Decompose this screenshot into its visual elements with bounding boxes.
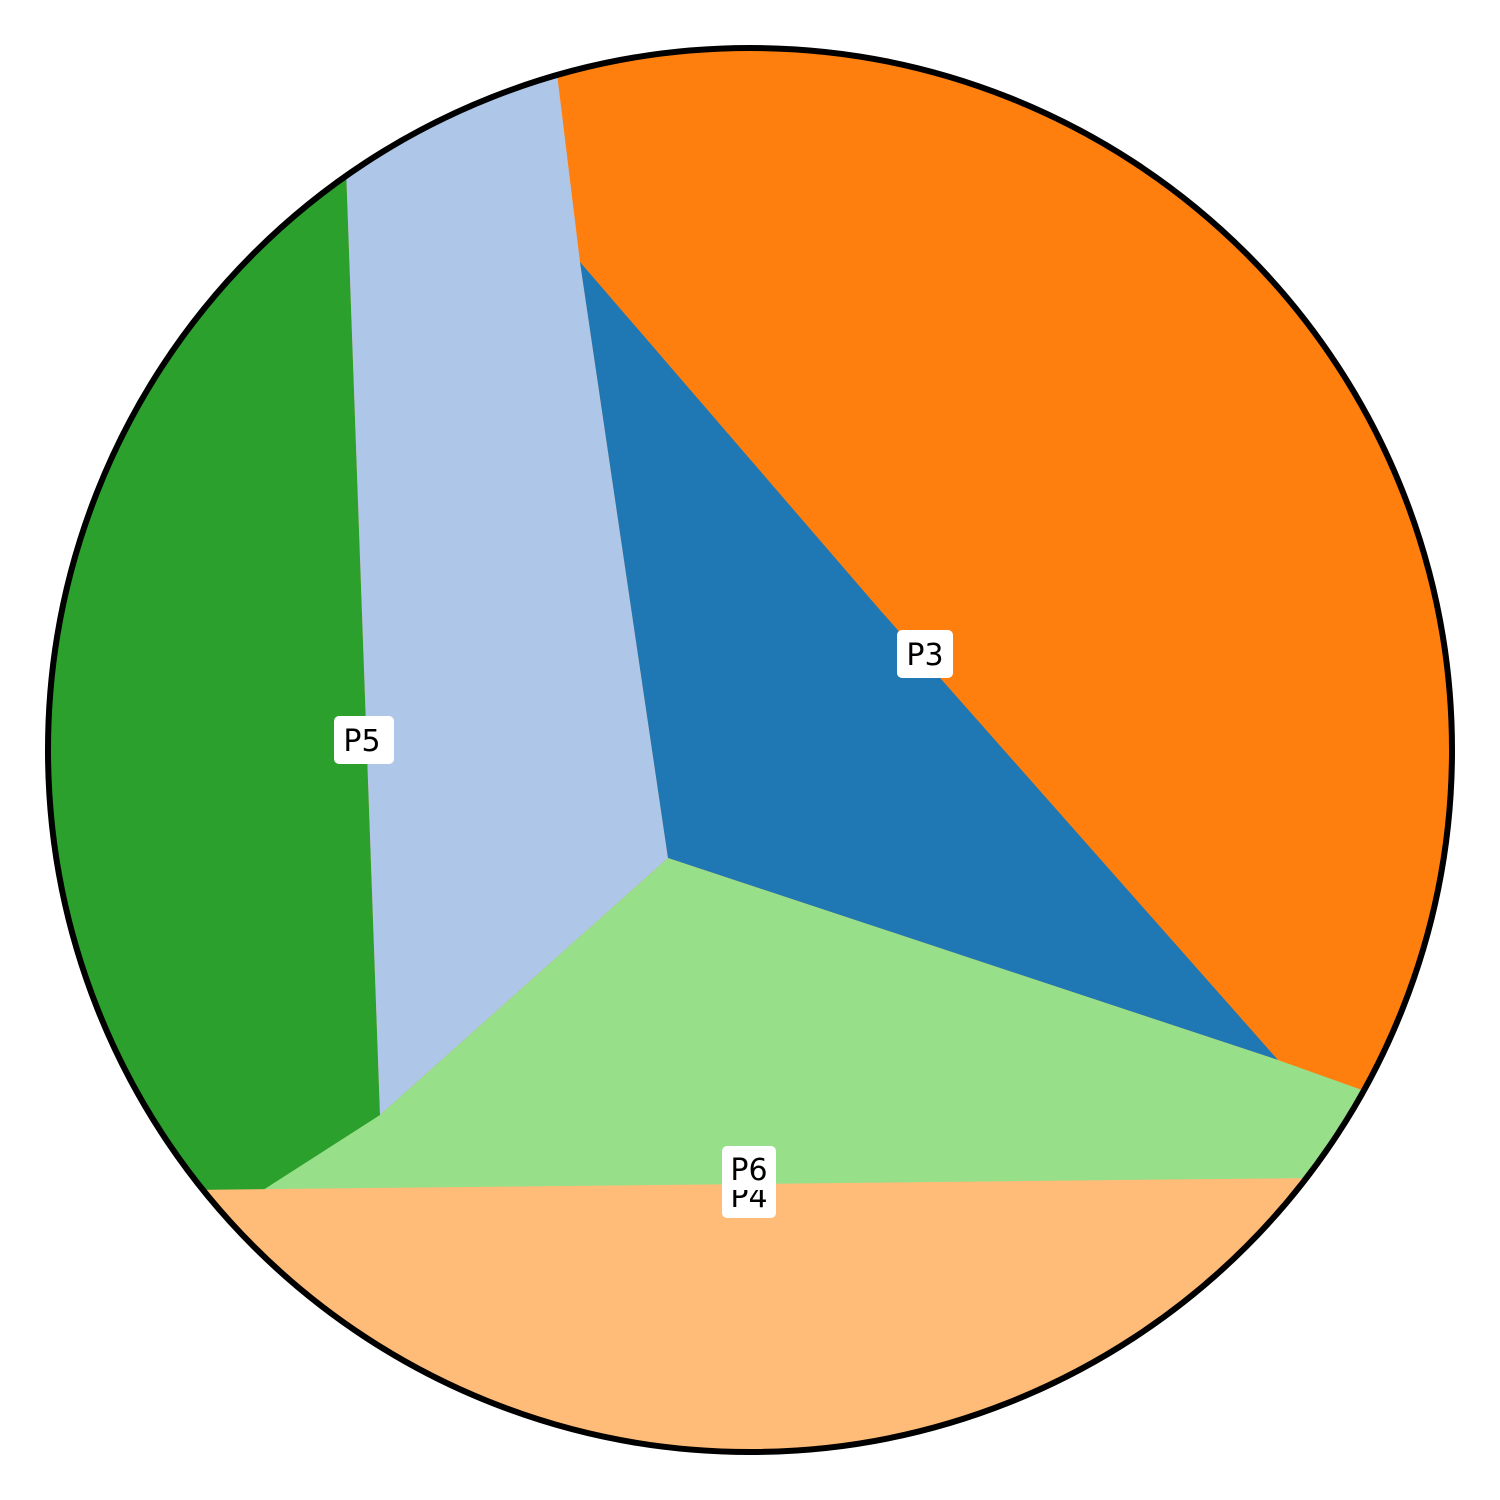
disk-outline xyxy=(45,45,1455,1455)
label-p3-box xyxy=(897,630,953,678)
label-p5-text: P5 xyxy=(343,724,380,759)
label-p3: P3 xyxy=(897,630,953,678)
region-p2 xyxy=(340,48,668,1115)
label-p5-box xyxy=(334,716,394,764)
label-p6-text: P6 xyxy=(730,1153,767,1188)
region-p6 xyxy=(260,858,1452,1192)
label-p6: P6 xyxy=(722,1146,776,1190)
label-p6-box xyxy=(722,1146,776,1190)
region-p1 xyxy=(580,262,1278,1060)
label-p5: P5 xyxy=(334,716,394,764)
label-p3-text: P3 xyxy=(906,638,943,673)
